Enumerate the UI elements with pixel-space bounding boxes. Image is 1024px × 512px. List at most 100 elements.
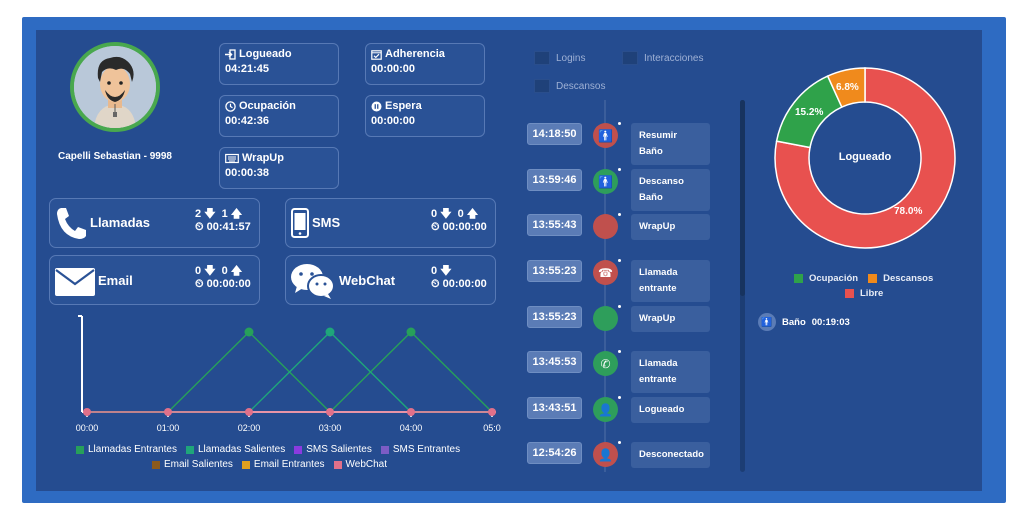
stat-value: 00:00:00 [371,115,416,127]
donut-legend-row-2: Libre [845,288,883,299]
checkbox[interactable] [534,51,550,65]
stat-wrapup: WrapUp 00:00:38 [219,147,339,189]
legend-item: WebChat [333,459,388,470]
stat-value: 00:00:00 [371,63,416,75]
event-marker [618,259,621,262]
envelope-icon [54,266,96,303]
channel-time-value: 00:41:57 [206,221,251,233]
clock-icon: ⏲ [195,221,204,233]
legend-swatch [152,460,160,469]
checkbox[interactable] [622,51,638,65]
event-time: 13:43:51 [527,397,582,419]
stat-adherencia: Adherencia 00:00:00 [365,43,485,85]
filter-label: Descansos [556,80,606,92]
legend-label: Libre [860,288,884,299]
avatar [70,42,160,132]
filter-descansos[interactable]: Descansos [534,79,605,93]
person-icon: 🚹 [593,123,618,148]
event-time: 13:55:43 [527,214,582,236]
event-marker [618,122,621,125]
arrow-up-icon: 🡅 [230,208,243,220]
legend-label: Llamadas Salientes [197,444,286,455]
channel-sms: SMS 0 🡇 0 🡅 ⏲ 00:00:00 [285,198,496,248]
channel-time-value: 00:00:00 [442,221,487,233]
filter-label: Interacciones [644,52,704,64]
event-marker [618,168,621,171]
slice-percent-descansos: 6.8% [836,82,859,93]
calendar-check-icon [371,49,382,60]
legend-swatch [76,445,84,454]
stat-logueado: Logueado 04:21:45 [219,43,339,85]
legend-swatch [380,445,389,454]
status-donut-chart [774,67,956,249]
slice-percent-libre: 78.0% [894,206,923,217]
channel-name: WebChat [339,273,396,288]
activity-line-chart: 00:00 01:00 02:00 03:00 04:00 05:0 [76,315,501,433]
stat-ocupacion: Ocupación 00:42:36 [219,95,339,137]
channel-name: Llamadas [90,215,150,230]
stat-value: 00:42:36 [225,115,270,127]
legend-item: Llamadas Salientes [185,444,286,455]
legend-item: Email Salientes [152,459,233,470]
legend-swatch [333,460,342,469]
x-tick-label: 05:0 [483,423,501,433]
event-label: Llamada entrante [631,260,710,302]
legend-label: Llamadas Entrantes [88,444,177,455]
person-icon: 🚹 [593,169,618,194]
stat-label: Ocupación [239,100,296,112]
event-marker [618,396,621,399]
event-label: Logueado [631,397,710,423]
data-point [326,408,334,416]
agent-name: Capelli Sebastian - 9998 [58,151,172,162]
stat-label: Adherencia [385,48,445,60]
data-point [83,408,91,416]
channel-counts: 0 🡇 [431,262,452,281]
slice-percent-ocupacion: 15.2% [795,107,824,118]
legend-label: WebChat [345,459,388,470]
checkbox[interactable] [534,79,550,93]
channel-email: Email 0 🡇 0 🡅 ⏲ 00:00:00 [49,255,260,305]
chart-legend-row-1: Llamadas Entrantes Llamadas Salientes SM… [76,444,460,455]
channel-time: ⏲ 00:00:00 [431,278,487,291]
event-dot [593,306,618,331]
donut-slice [826,67,866,109]
data-point [325,327,335,337]
mobile-icon [291,208,309,243]
clock-icon: ⏲ [431,221,440,233]
event-time: 13:59:46 [527,169,582,191]
event-dot [593,214,618,239]
legend-swatch [185,445,194,454]
legend-swatch [794,274,803,283]
clock-icon: ⏲ [195,278,204,290]
event-time: 12:54:26 [527,442,582,464]
channel-counts: 2 🡇 1 🡅 [195,205,242,224]
event-marker [618,213,621,216]
channel-time: ⏲ 00:41:57 [195,221,251,234]
legend-label: Email Salientes [164,459,233,470]
incoming-count: 2 [195,208,202,220]
incoming-count: 0 [431,208,438,220]
channel-time: ⏲ 00:00:00 [195,278,251,291]
channel-counts: 0 🡇 0 🡅 [195,262,242,281]
event-marker [618,305,621,308]
donut-legend-row-1: Ocupación Descansos [794,273,933,284]
event-marker [618,350,621,353]
phone-hangup-icon: ☎ [593,260,618,285]
event-time: 13:45:53 [527,351,582,373]
legend-item: SMS Salientes [294,444,372,455]
filter-logins[interactable]: Logins [534,51,585,65]
data-point [407,408,415,416]
legend-label: Descansos [883,273,934,284]
channel-webchat: WebChat 0 🡇 ⏲ 00:00:00 [285,255,496,305]
arrow-down-icon: 🡇 [440,208,452,220]
arrow-down-icon: 🡇 [440,265,452,277]
filter-interacciones[interactable]: Interacciones [622,51,703,65]
channel-counts: 0 🡇 0 🡅 [431,205,478,224]
timeline-scrollbar-thumb[interactable] [740,100,745,296]
arrow-up-icon: 🡅 [466,208,479,220]
timeline-axis [604,100,606,472]
x-tick-label: 00:00 [76,423,99,433]
legend-item: Email Entrantes [241,459,325,470]
event-time: 13:55:23 [527,260,582,282]
break-status: 🚹 Baño 00:19:03 [758,313,850,331]
